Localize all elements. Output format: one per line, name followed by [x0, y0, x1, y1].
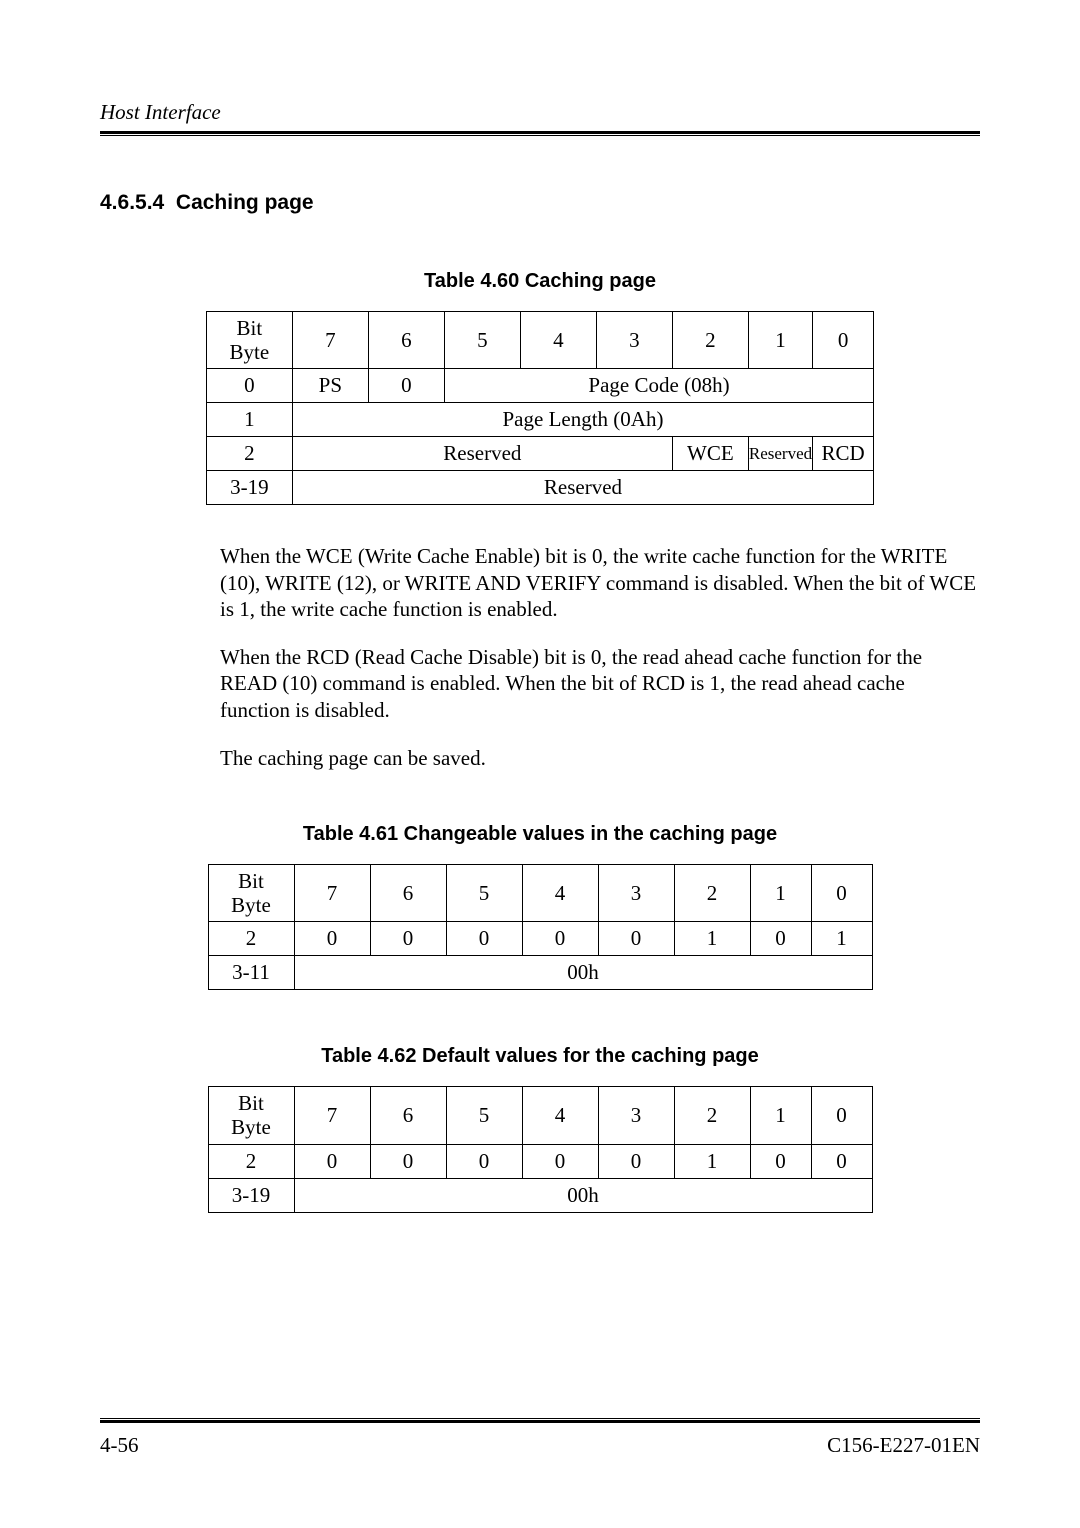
bit-byte-header: Bit Byte: [208, 865, 294, 922]
byte-label: Byte: [230, 340, 270, 364]
bit-col-2: 2: [674, 865, 750, 922]
ps-cell: PS: [292, 369, 368, 403]
table-row: 2 0 0 0 0 0 1 0 1: [208, 922, 872, 956]
page-footer: 4-56 C156-E227-01EN: [100, 1418, 980, 1458]
running-head: Host Interface: [100, 100, 980, 125]
value-cell: 0: [294, 1144, 370, 1178]
rcd-cell: RCD: [813, 437, 874, 471]
bit-col-3: 3: [598, 865, 674, 922]
value-cell: 0: [446, 1144, 522, 1178]
reserved-cell: Reserved: [748, 437, 812, 471]
table-row: 3-11 00h: [208, 956, 872, 990]
table462-caption: Table 4.62 Default values for the cachin…: [100, 1045, 980, 1068]
byte-cell: 3-19: [206, 471, 292, 505]
table461-caption: Table 4.61 Changeable values in the cach…: [100, 823, 980, 846]
footer-rule-thick: [100, 1420, 980, 1423]
zero-cell: 0: [368, 369, 444, 403]
bit-col-6: 6: [370, 1087, 446, 1144]
bit-col-5: 5: [446, 1087, 522, 1144]
value-cell: 0: [598, 1144, 674, 1178]
bit-col-4: 4: [522, 1087, 598, 1144]
bit-col-3: 3: [598, 1087, 674, 1144]
wce-cell: WCE: [672, 437, 748, 471]
table-row: 3-19 00h: [208, 1178, 872, 1212]
bit-byte-header: Bit Byte: [208, 1087, 294, 1144]
value-cell: 0: [370, 922, 446, 956]
header-rule-thick: [100, 131, 980, 134]
byte-cell: 2: [208, 922, 294, 956]
bit-col-5: 5: [446, 865, 522, 922]
value-cell: 1: [811, 922, 872, 956]
table460-caption: Table 4.60 Caching page: [100, 270, 980, 293]
value-cell: 1: [674, 922, 750, 956]
footer-rule-thin: [100, 1418, 980, 1419]
byte-cell: 0: [206, 369, 292, 403]
byte-cell: 2: [206, 437, 292, 471]
value-cell: 0: [750, 922, 811, 956]
bit-col-4: 4: [522, 865, 598, 922]
section-number: 4.6.5.4: [100, 191, 164, 214]
table-row: 2 Reserved WCE Reserved RCD: [206, 437, 873, 471]
value-cell: 0: [598, 922, 674, 956]
paragraph-rcd: When the RCD (Read Cache Disable) bit is…: [220, 644, 980, 723]
bit-col-0: 0: [813, 312, 874, 369]
value-cell: 0: [750, 1144, 811, 1178]
page-code-cell: Page Code (08h): [444, 369, 873, 403]
bit-byte-header: Bit Byte: [206, 312, 292, 369]
value-cell: 1: [674, 1144, 750, 1178]
paragraph-wce: When the WCE (Write Cache Enable) bit is…: [220, 543, 980, 622]
table-row: 3-19 Reserved: [206, 471, 873, 505]
table-row: 2 0 0 0 0 0 1 0 0: [208, 1144, 872, 1178]
bit-col-0: 0: [811, 1087, 872, 1144]
header-rule-thin: [100, 135, 980, 136]
byte-label: Byte: [231, 1115, 271, 1139]
value-cell: 0: [522, 1144, 598, 1178]
byte-cell: 2: [208, 1144, 294, 1178]
bit-col-1: 1: [750, 1087, 811, 1144]
bit-col-7: 7: [292, 312, 368, 369]
value-cell: 0: [522, 922, 598, 956]
bit-col-6: 6: [368, 312, 444, 369]
doc-id: C156-E227-01EN: [827, 1433, 980, 1458]
value-cell: 00h: [294, 956, 872, 990]
bit-col-1: 1: [748, 312, 812, 369]
table-row: 1 Page Length (0Ah): [206, 403, 873, 437]
bit-col-2: 2: [672, 312, 748, 369]
bit-col-4: 4: [520, 312, 596, 369]
value-cell: 0: [811, 1144, 872, 1178]
section-title: Caching page: [176, 191, 314, 214]
bit-col-0: 0: [811, 865, 872, 922]
bit-label: Bit: [238, 869, 264, 893]
bit-col-2: 2: [674, 1087, 750, 1144]
byte-cell: 1: [206, 403, 292, 437]
bit-col-6: 6: [370, 865, 446, 922]
bit-col-1: 1: [750, 865, 811, 922]
bit-col-3: 3: [596, 312, 672, 369]
value-cell: 0: [446, 922, 522, 956]
table-row: 0 PS 0 Page Code (08h): [206, 369, 873, 403]
table-row: Bit Byte 7 6 5 4 3 2 1 0: [208, 1087, 872, 1144]
paragraph-save: The caching page can be saved.: [220, 745, 980, 771]
bit-label: Bit: [237, 316, 263, 340]
table-row: Bit Byte 7 6 5 4 3 2 1 0: [208, 865, 872, 922]
value-cell: 0: [370, 1144, 446, 1178]
table460: Bit Byte 7 6 5 4 3 2 1 0 0 PS 0 Page Cod…: [206, 311, 874, 505]
byte-label: Byte: [231, 893, 271, 917]
bit-col-7: 7: [294, 1087, 370, 1144]
value-cell: 0: [294, 922, 370, 956]
table462: Bit Byte 7 6 5 4 3 2 1 0 2 0 0 0 0 0 1 0…: [208, 1086, 873, 1212]
page-length-cell: Page Length (0Ah): [292, 403, 873, 437]
byte-cell: 3-19: [208, 1178, 294, 1212]
bit-col-5: 5: [444, 312, 520, 369]
table-row: Bit Byte 7 6 5 4 3 2 1 0: [206, 312, 873, 369]
bit-col-7: 7: [294, 865, 370, 922]
section-heading: 4.6.5.4 Caching page: [100, 191, 980, 215]
value-cell: 00h: [294, 1178, 872, 1212]
page-number: 4-56: [100, 1433, 139, 1458]
reserved-cell: Reserved: [292, 471, 873, 505]
byte-cell: 3-11: [208, 956, 294, 990]
reserved-cell: Reserved: [292, 437, 672, 471]
table461: Bit Byte 7 6 5 4 3 2 1 0 2 0 0 0 0 0 1 0…: [208, 864, 873, 990]
bit-label: Bit: [238, 1091, 264, 1115]
